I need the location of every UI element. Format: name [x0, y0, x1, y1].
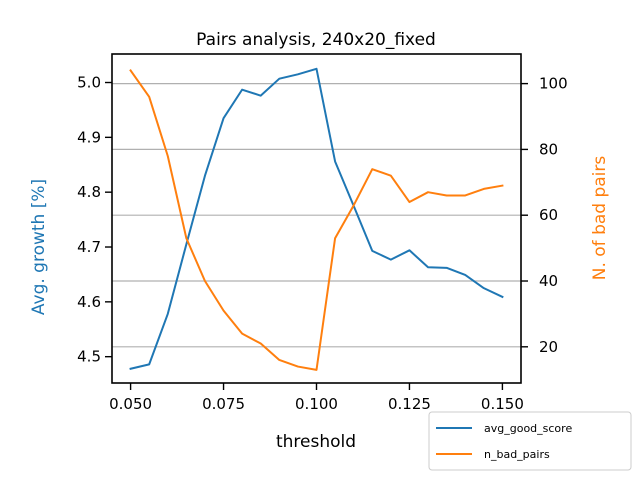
x-tick-label: 0.150 — [481, 395, 524, 413]
x-tick-label: 0.075 — [202, 395, 245, 413]
y-right-tick-label: 100 — [539, 75, 568, 93]
y-axis-left: 4.5 4.6 4.7 4.8 4.9 5.0 — [77, 74, 112, 366]
grid-layer — [112, 83, 521, 348]
y-axis-left-title: Avg. growth [%] — [29, 179, 49, 315]
legend-label-n-bad-pairs: n_bad_pairs — [484, 448, 550, 461]
y-left-tick-label: 5.0 — [77, 74, 101, 92]
y-axis-right: 20 40 60 80 100 — [521, 75, 568, 356]
y-right-tick-label: 20 — [539, 338, 558, 356]
legend: avg_good_score n_bad_pairs — [428, 411, 632, 471]
x-tick-label: 0.125 — [388, 395, 431, 413]
y-left-tick-label: 4.7 — [77, 238, 101, 256]
y-left-tick-label: 4.9 — [77, 128, 101, 146]
legend-label-avg-good-score: avg_good_score — [484, 422, 572, 435]
series-line-avg-good-score — [129, 67, 504, 370]
y-right-tick-label: 80 — [539, 140, 558, 158]
chart-title: Pairs analysis, 240x20_fixed — [196, 30, 436, 50]
series-layer — [129, 67, 504, 371]
plot-frame — [111, 53, 522, 384]
x-tick-label: 0.100 — [295, 395, 338, 413]
y-right-tick-label: 40 — [539, 272, 558, 290]
x-axis-title: threshold — [276, 432, 356, 452]
y-left-tick-label: 4.6 — [77, 293, 101, 311]
y-right-tick-label: 60 — [539, 206, 558, 224]
x-tick-label: 0.050 — [109, 395, 152, 413]
series-line-n-bad-pairs — [129, 69, 504, 371]
y-axis-right-title: N. of bad pairs — [590, 156, 610, 281]
y-left-tick-label: 4.5 — [77, 348, 101, 366]
y-left-tick-label: 4.8 — [77, 183, 101, 201]
x-axis: 0.050 0.075 0.100 0.125 0.150 — [109, 383, 524, 413]
legend-box — [428, 411, 632, 471]
